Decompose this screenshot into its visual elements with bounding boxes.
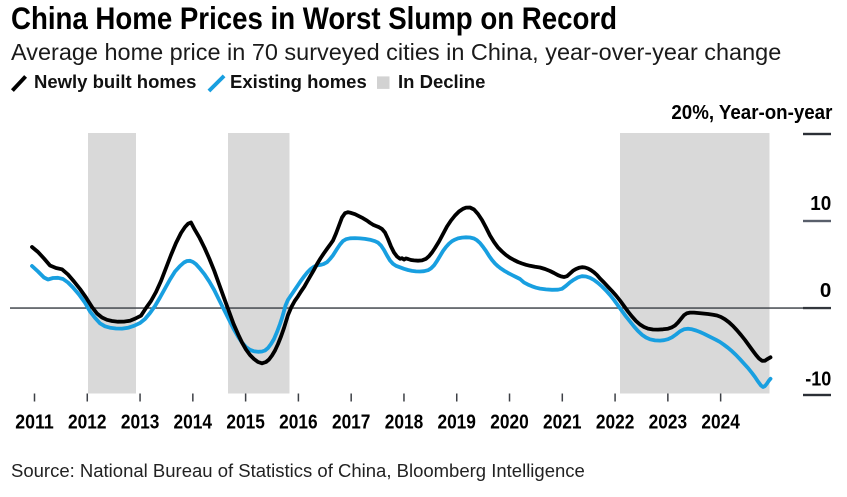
svg-text:2021: 2021 — [543, 410, 582, 433]
svg-text:2024: 2024 — [701, 410, 740, 433]
svg-text:0: 0 — [820, 279, 831, 302]
svg-text:2011: 2011 — [15, 410, 54, 433]
svg-text:2023: 2023 — [649, 410, 688, 433]
svg-text:2015: 2015 — [226, 410, 265, 433]
svg-text:2020: 2020 — [490, 410, 529, 433]
svg-text:2019: 2019 — [437, 410, 476, 433]
svg-text:2022: 2022 — [596, 410, 635, 433]
svg-text:2012: 2012 — [68, 410, 107, 433]
svg-text:2018: 2018 — [385, 410, 424, 433]
svg-text:2016: 2016 — [279, 410, 318, 433]
svg-text:2014: 2014 — [174, 410, 213, 433]
svg-text:20%, Year-on-year: 20%, Year-on-year — [671, 101, 832, 124]
svg-text:2017: 2017 — [332, 410, 371, 433]
svg-text:10: 10 — [810, 192, 831, 215]
svg-text:-10: -10 — [805, 367, 831, 390]
svg-text:2013: 2013 — [121, 410, 160, 433]
